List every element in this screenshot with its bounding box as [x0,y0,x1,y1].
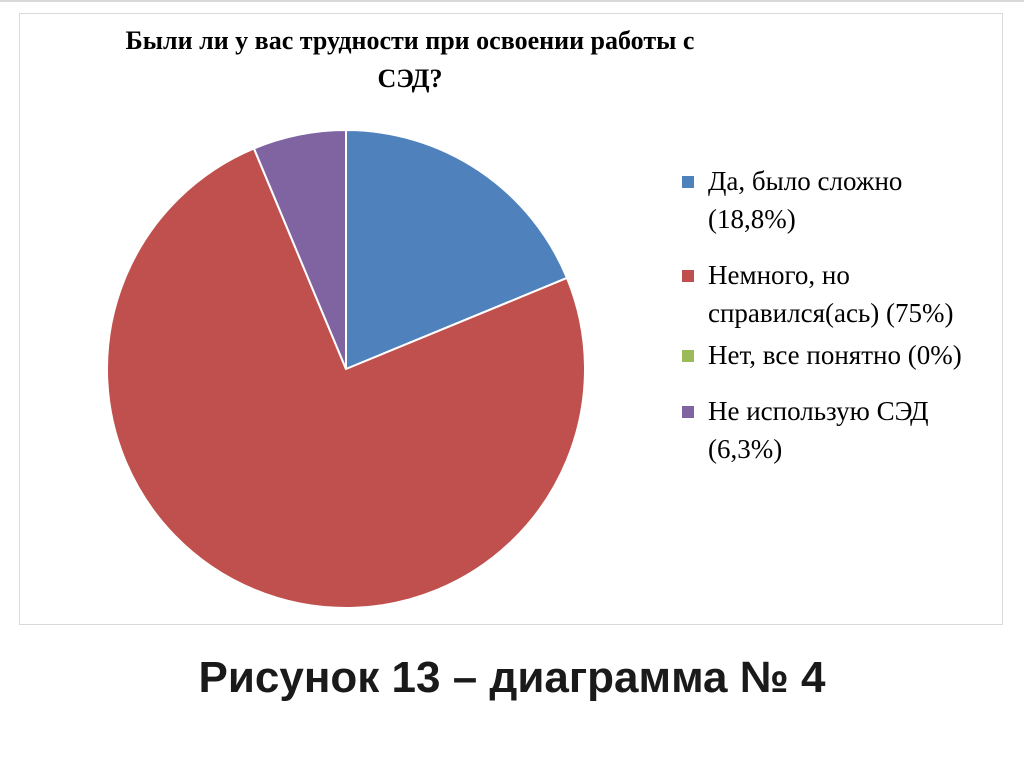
chart-title: Были ли у вас трудности при освоении раб… [125,26,695,93]
top-divider [0,0,1024,2]
legend-item: Не использую СЭД (6,3%) [682,392,992,468]
legend-swatch [682,406,694,418]
legend-label: Немного, но справился(ась) (75%) [708,260,954,328]
legend-swatch [682,270,694,282]
legend-swatch [682,176,694,188]
pie-slice [345,128,569,371]
legend-item: Нет, все понятно (0%) [682,336,992,374]
pie-slice [252,128,347,370]
figure-caption: Рисунок 13 – диаграмма № 4 [198,653,826,702]
pie-slice [106,147,586,609]
legend-item: Немного, но справился(ась) (75%) [682,256,992,332]
chart-legend: Да, было сложно (18,8%) Немного, но спра… [682,162,992,468]
legend-label: Нет, все понятно (0%) [708,340,962,370]
legend-label: Да, было сложно (18,8%) [708,166,903,234]
legend-item: Да, было сложно (18,8%) [682,162,992,238]
legend-label: Не использую СЭД (6,3%) [708,396,929,464]
legend-swatch [682,350,694,362]
